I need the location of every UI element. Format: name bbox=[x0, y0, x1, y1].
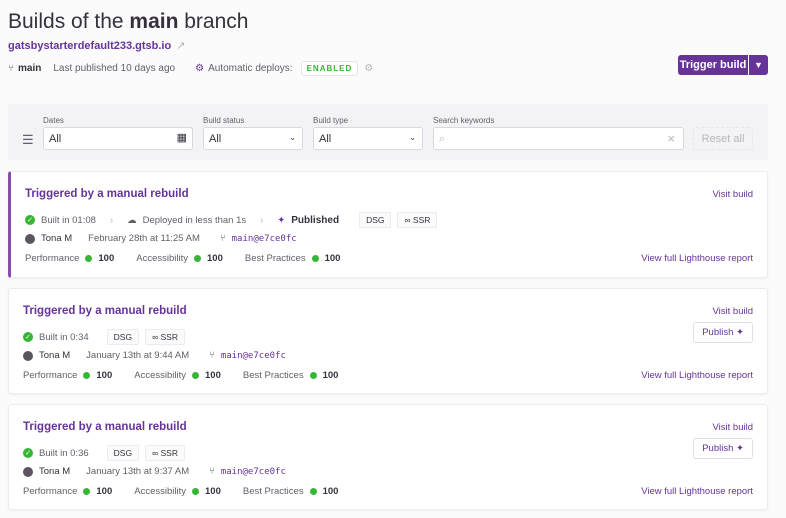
status-dot bbox=[309, 488, 317, 495]
visit-build-link[interactable]: Visit build bbox=[712, 189, 754, 200]
lighthouse-report-link[interactable]: View full Lighthouse report bbox=[641, 370, 753, 381]
build-card: Triggered by a manual rebuild Visit buil… bbox=[8, 171, 768, 278]
search-input[interactable]: ⌕ × bbox=[433, 127, 684, 150]
build-card: Triggered by a manual rebuild Visit buil… bbox=[8, 288, 768, 394]
build-status-row: ✓ Built in 0:34 DSG ∞ SSR bbox=[23, 329, 185, 345]
site-link[interactable]: gatsbystarterdefault233.gtsb.io bbox=[8, 39, 172, 52]
published-icon: ✦ bbox=[277, 214, 286, 226]
status-dot bbox=[194, 255, 201, 262]
branch-icon: ⑂ bbox=[8, 62, 14, 74]
chevron-down-icon: ⌄ bbox=[289, 133, 296, 142]
chevron-down-icon: ⌄ bbox=[409, 133, 416, 142]
check-icon: ✓ bbox=[23, 332, 33, 342]
status-dot bbox=[309, 372, 317, 379]
avatar bbox=[23, 466, 33, 477]
tag-ssr: ∞ SSR bbox=[145, 329, 185, 345]
close-icon[interactable]: × bbox=[667, 131, 675, 146]
commit-icon: ⑂ bbox=[219, 233, 226, 244]
cloud-check-icon: ☁ bbox=[127, 214, 137, 226]
visit-build-link[interactable]: Visit build bbox=[712, 306, 754, 317]
commit-link[interactable]: main@e7ce0fc bbox=[220, 466, 286, 477]
lighthouse-report-link[interactable]: View full Lighthouse report bbox=[641, 486, 753, 497]
page-title: Builds of the main branch bbox=[8, 10, 249, 33]
tag-ssr: ∞ SSR bbox=[397, 212, 438, 228]
tag-dsg: DSG bbox=[106, 329, 140, 345]
author-row: Tona M January 13th at 9:37 AM ⑂ main@e7ce0… bbox=[23, 466, 286, 477]
search-icon: ⌕ bbox=[439, 133, 446, 145]
calendar-icon: ▦ bbox=[176, 132, 187, 144]
avatar bbox=[23, 350, 33, 361]
commit-icon: ⑂ bbox=[209, 466, 215, 477]
author-row: Tona M February 28th at 11:25 AM ⑂ main@e7c… bbox=[25, 233, 297, 244]
avatar bbox=[25, 233, 35, 244]
status-dot bbox=[83, 372, 91, 379]
status-dot bbox=[85, 255, 93, 262]
branch-meta-row: ⑂ main Last published 10 days ago ⚙ Auto… bbox=[8, 60, 373, 76]
author-row: Tona M January 13th at 9:44 AM ⑂ main@e7ce0… bbox=[23, 350, 286, 361]
tag-dsg: DSG bbox=[359, 212, 392, 228]
check-icon: ✓ bbox=[23, 448, 33, 458]
reset-all-button[interactable]: Reset all bbox=[693, 127, 753, 150]
status-dot bbox=[192, 372, 199, 379]
build-status-select[interactable]: All ⌄ bbox=[203, 127, 303, 150]
gear-icon[interactable]: ⚙ bbox=[364, 62, 374, 74]
commit-icon: ⑂ bbox=[209, 350, 215, 361]
build-title[interactable]: Triggered by a manual rebuild bbox=[23, 421, 187, 433]
status-dot bbox=[192, 488, 199, 495]
publish-button[interactable]: Publish ✦ bbox=[693, 322, 753, 343]
build-status-row: ✓ Built in 0:36 DSG ∞ SSR bbox=[23, 445, 185, 461]
publish-icon: ✦ bbox=[736, 327, 744, 338]
build-type-select[interactable]: All ⌄ bbox=[313, 127, 423, 150]
build-status-row: ✓ Built in 01:08 › ☁ Deployed in less than 1… bbox=[25, 212, 438, 228]
auto-deploys-label: Automatic deploys: bbox=[208, 62, 293, 74]
lighthouse-scores: Performance 100 Accessibility 100 Best Pract… bbox=[23, 370, 339, 381]
lighthouse-scores: Performance 100 Accessibility 100 Best Pract… bbox=[25, 253, 341, 264]
chevron-down-icon[interactable]: ▼ bbox=[749, 55, 768, 75]
trigger-build-button[interactable]: Trigger build bbox=[678, 55, 748, 75]
publish-icon: ✦ bbox=[736, 443, 744, 454]
status-dot bbox=[311, 255, 319, 262]
branch-name: main bbox=[18, 62, 42, 74]
site-row: gatsbystarterdefault233.gtsb.io ↗ bbox=[8, 39, 186, 53]
tag-dsg: DSG bbox=[106, 445, 140, 461]
deploy-icon: ⚙ bbox=[195, 62, 205, 74]
publish-button[interactable]: Publish ✦ bbox=[693, 438, 753, 459]
status-dot bbox=[83, 488, 91, 495]
status-badge: ENABLED bbox=[300, 60, 359, 76]
visit-build-link[interactable]: Visit build bbox=[712, 422, 754, 433]
last-published: Last published 10 days ago bbox=[53, 62, 176, 74]
check-icon: ✓ bbox=[25, 215, 35, 225]
tag-ssr: ∞ SSR bbox=[145, 445, 185, 461]
external-link-icon[interactable]: ↗ bbox=[176, 40, 186, 52]
lighthouse-report-link[interactable]: View full Lighthouse report bbox=[641, 253, 753, 264]
build-title[interactable]: Triggered by a manual rebuild bbox=[23, 305, 187, 317]
filter-icon: ☰ bbox=[22, 132, 34, 147]
dates-select[interactable]: All ▦ bbox=[43, 127, 193, 150]
commit-link[interactable]: main@e7ce0fc bbox=[220, 350, 286, 361]
build-card: Triggered by a manual rebuild Visit buil… bbox=[8, 404, 768, 510]
commit-link[interactable]: main@e7ce0fc bbox=[231, 233, 297, 244]
lighthouse-scores: Performance 100 Accessibility 100 Best Pract… bbox=[23, 486, 339, 497]
build-title[interactable]: Triggered by a manual rebuild bbox=[25, 188, 189, 200]
